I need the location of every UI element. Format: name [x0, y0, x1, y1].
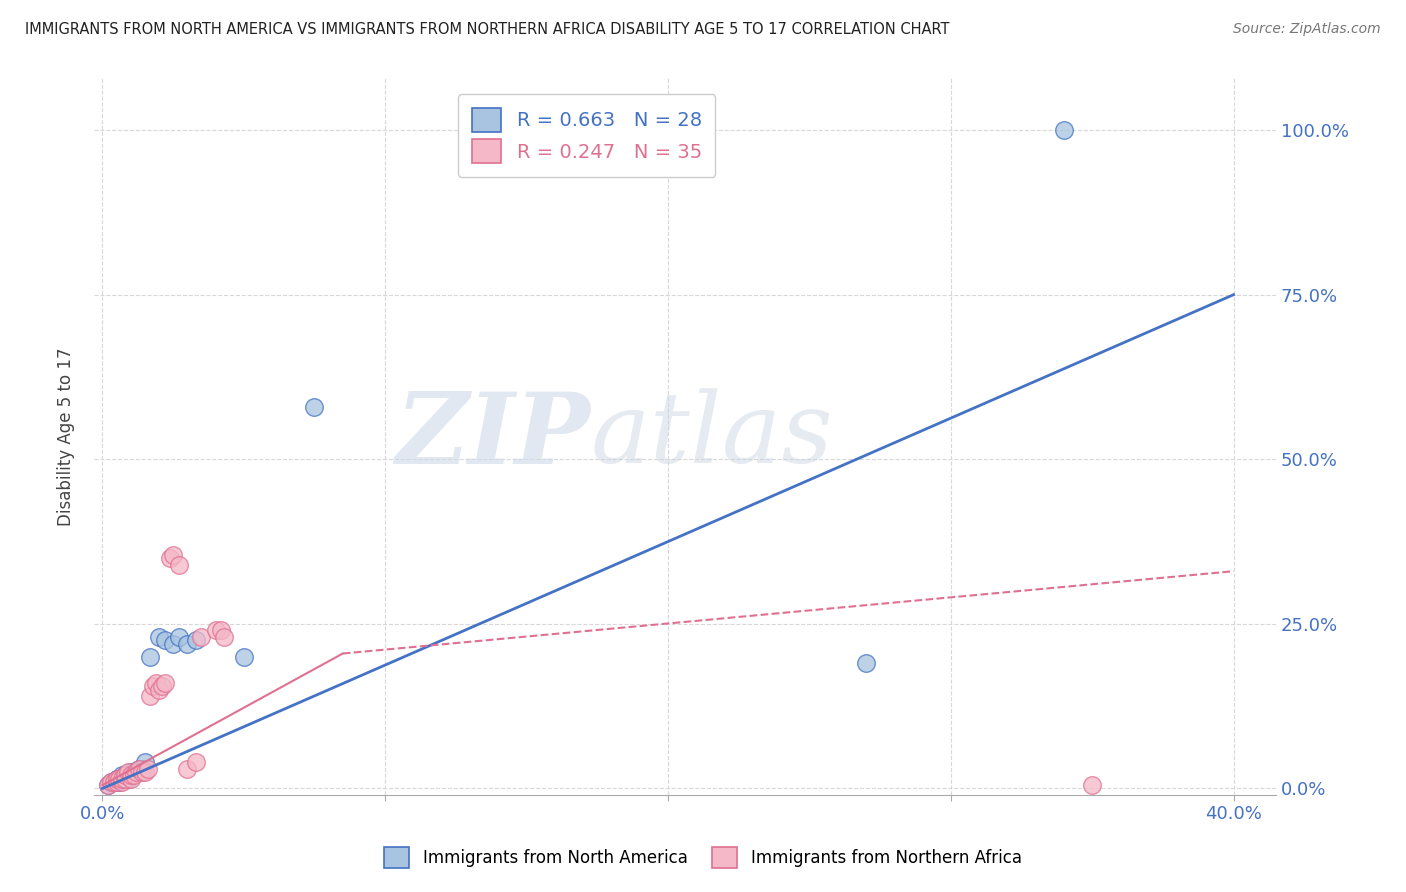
Point [114, 772, 136, 786]
Point [145, 676, 167, 690]
Point [105, 772, 128, 786]
Point [111, 772, 134, 786]
Point [125, 764, 148, 779]
Point [120, 764, 142, 779]
Point [148, 682, 170, 697]
Point [212, 630, 235, 644]
Text: IMMIGRANTS FROM NORTH AMERICA VS IMMIGRANTS FROM NORTHERN AFRICA DISABILITY AGE : IMMIGRANTS FROM NORTH AMERICA VS IMMIGRA… [25, 22, 950, 37]
Point [100, 775, 122, 789]
Point [111, 772, 134, 786]
Legend: R = 0.663   N = 28, R = 0.247   N = 35: R = 0.663 N = 28, R = 0.247 N = 35 [458, 95, 716, 177]
Point [139, 690, 162, 704]
Point [148, 630, 170, 644]
Point [1081, 778, 1104, 792]
Point [131, 764, 153, 779]
Point [176, 762, 198, 776]
Point [159, 551, 181, 566]
Point [105, 775, 128, 789]
Point [114, 768, 136, 782]
Point [134, 755, 156, 769]
Point [190, 630, 212, 644]
Point [209, 624, 232, 638]
Y-axis label: Disability Age 5 to 17: Disability Age 5 to 17 [58, 347, 75, 525]
Point [204, 624, 226, 638]
Point [162, 548, 184, 562]
Point [136, 762, 159, 776]
Point [103, 775, 125, 789]
Point [97, 778, 120, 792]
Point [122, 764, 145, 779]
Point [167, 630, 190, 644]
Text: ZIP: ZIP [395, 388, 591, 484]
Point [128, 762, 150, 776]
Point [117, 772, 139, 786]
Point [167, 558, 190, 572]
Point [120, 768, 142, 782]
Point [232, 649, 254, 664]
Point [105, 772, 128, 786]
Point [100, 775, 122, 789]
Point [114, 768, 136, 782]
Point [120, 768, 142, 782]
Point [153, 633, 176, 648]
Point [1053, 123, 1076, 137]
Point [108, 772, 131, 786]
Point [103, 775, 125, 789]
Point [184, 755, 207, 769]
Point [131, 762, 153, 776]
Point [105, 772, 128, 786]
Point [304, 400, 326, 414]
Legend: Immigrants from North America, Immigrants from Northern Africa: Immigrants from North America, Immigrant… [373, 836, 1033, 880]
Point [108, 775, 131, 789]
Point [111, 768, 134, 782]
Point [111, 775, 134, 789]
Point [120, 772, 142, 786]
Point [134, 764, 156, 779]
Point [855, 657, 877, 671]
Point [142, 680, 165, 694]
Text: Source: ZipAtlas.com: Source: ZipAtlas.com [1233, 22, 1381, 37]
Point [139, 649, 162, 664]
Point [125, 764, 148, 779]
Point [176, 637, 198, 651]
Point [128, 762, 150, 776]
Point [162, 637, 184, 651]
Point [97, 778, 120, 792]
Point [122, 768, 145, 782]
Point [117, 764, 139, 779]
Text: atlas: atlas [591, 389, 834, 483]
Point [153, 676, 176, 690]
Point [150, 680, 173, 694]
Point [184, 633, 207, 648]
